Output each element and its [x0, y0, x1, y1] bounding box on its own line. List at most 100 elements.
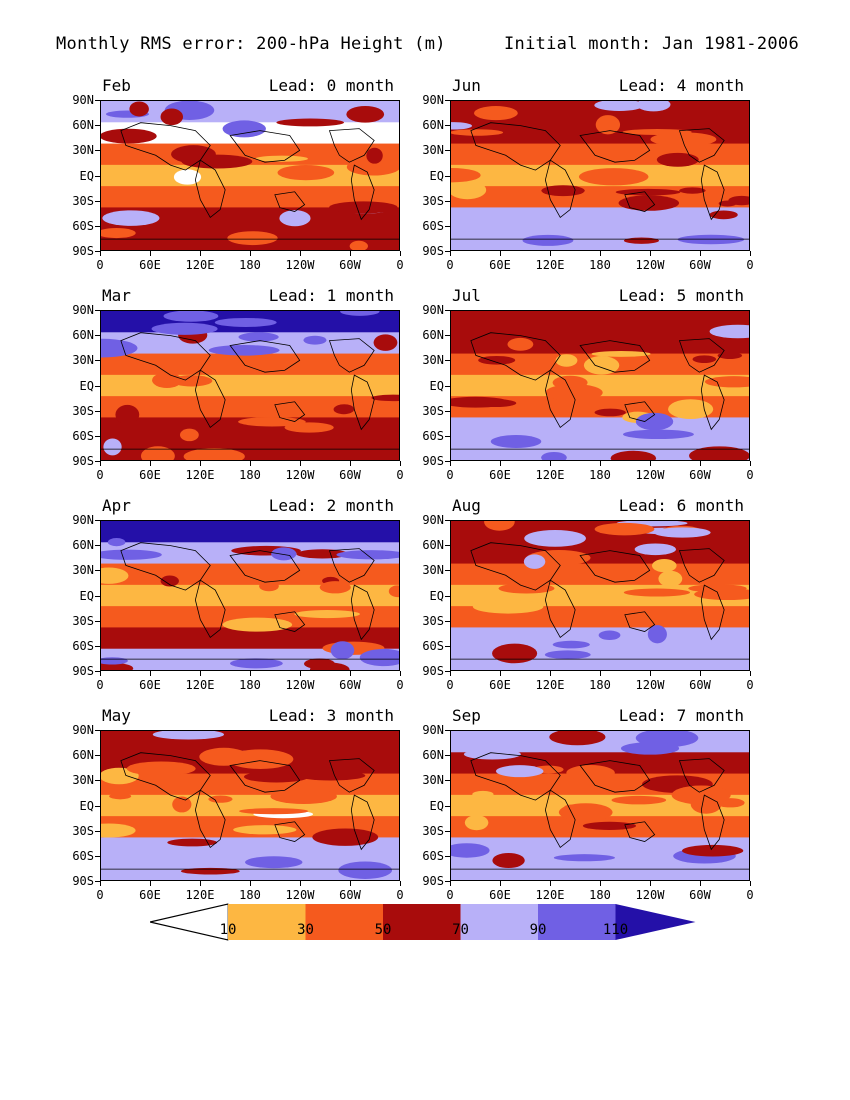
error-patch — [704, 376, 749, 388]
lon-tick — [400, 251, 401, 256]
error-patch — [312, 828, 379, 846]
error-patch — [653, 527, 711, 538]
coastline — [700, 374, 725, 431]
lat-tick — [95, 100, 100, 101]
lon-tick — [150, 881, 151, 886]
error-patch — [349, 240, 368, 250]
error-patch — [338, 861, 393, 879]
error-patch — [101, 567, 129, 584]
error-patch — [284, 422, 334, 433]
coastline — [700, 584, 725, 641]
coastline — [350, 164, 375, 221]
lat-tick-label: 90N — [422, 723, 444, 737]
lat-tick — [445, 410, 450, 412]
rms-error-map — [450, 730, 750, 881]
colorbar-label: 10 — [219, 922, 237, 938]
lat-tick-label: EQ — [79, 168, 94, 183]
error-patch — [101, 767, 139, 785]
rms-error-map — [450, 310, 750, 461]
lat-tick — [445, 755, 450, 757]
error-patch — [598, 630, 621, 640]
panel-lead-label: Lead: 4 month — [618, 76, 744, 95]
coastline — [229, 760, 301, 793]
error-patch — [451, 168, 481, 183]
error-band — [101, 417, 399, 440]
lat-tick-label: 30S — [422, 193, 444, 208]
lon-tick-label: 0 — [396, 258, 404, 272]
coastline — [579, 550, 651, 583]
lat-tick — [445, 100, 450, 101]
lat-tick — [95, 251, 100, 252]
lat-tick — [445, 830, 450, 832]
error-patch — [346, 105, 385, 123]
lon-tick — [300, 461, 301, 466]
lon-tick-label: 60E — [489, 258, 511, 272]
error-patch — [692, 355, 717, 364]
lat-tick-label: 60N — [422, 328, 444, 343]
error-patch — [709, 324, 749, 339]
figure-title: Monthly RMS error: 200-hPa Height (m) — [56, 34, 446, 54]
lat-tick — [445, 385, 450, 387]
panel-month-label: Feb — [102, 76, 131, 95]
map-panel-jul: Jul Lead: 5 month 90N 60N 30N EQ 30S 60S 90S 0 60E… — [422, 286, 753, 482]
lon-tick — [300, 881, 301, 886]
rms-error-map — [100, 520, 400, 671]
lat-tick — [95, 150, 100, 152]
error-band — [101, 627, 399, 650]
error-patch — [552, 640, 590, 649]
error-patch — [160, 575, 179, 587]
lon-tick-label: 0 — [396, 468, 404, 482]
panel-lead-label: Lead: 5 month — [618, 286, 744, 305]
error-patch — [610, 450, 657, 460]
error-patch — [238, 417, 306, 427]
error-band — [101, 207, 399, 230]
lat-tick — [445, 805, 450, 807]
coastline — [678, 128, 725, 163]
error-patch — [472, 790, 494, 798]
lat-tick-label: 30N — [72, 563, 94, 578]
error-band — [101, 563, 399, 586]
error-band — [101, 374, 399, 397]
error-patch — [623, 588, 691, 597]
lon-tick — [700, 461, 701, 466]
error-patch — [549, 731, 606, 746]
lat-tick — [95, 200, 100, 202]
lat-tick — [445, 881, 450, 882]
lat-tick — [95, 570, 100, 572]
lat-tick — [95, 335, 100, 337]
lat-tick — [95, 671, 100, 672]
error-patch — [498, 583, 555, 594]
lat-tick — [95, 855, 100, 857]
error-patch — [578, 168, 649, 186]
lat-tick-label: 60S — [422, 218, 444, 233]
lat-tick-label: 90S — [72, 664, 94, 678]
panel-month-label: Sep — [452, 706, 481, 725]
coastline — [350, 374, 375, 431]
initial-month-label: Initial month: Jan 1981-2006 — [504, 34, 799, 54]
lon-tick — [750, 671, 751, 676]
lat-tick — [445, 545, 450, 547]
error-patch — [334, 404, 354, 413]
error-patch — [594, 101, 645, 111]
lon-tick — [500, 251, 501, 256]
coastline — [274, 191, 306, 212]
lon-tick — [100, 461, 101, 466]
error-patch — [222, 120, 266, 138]
lon-tick-label: 60E — [489, 678, 511, 692]
error-patch — [541, 451, 567, 460]
error-patch — [545, 384, 603, 402]
lat-tick — [95, 310, 100, 311]
coastline — [120, 752, 211, 801]
lon-tick-label: 0 — [746, 258, 754, 272]
error-patch — [101, 549, 162, 560]
error-patch — [656, 152, 699, 167]
error-patch — [373, 334, 398, 351]
coastline — [194, 369, 226, 429]
lat-tick-label: 90S — [72, 874, 94, 888]
error-band — [451, 563, 749, 586]
error-patch — [623, 237, 660, 244]
error-patch — [233, 825, 297, 835]
error-patch — [101, 662, 134, 670]
lon-tick — [550, 671, 551, 676]
lon-tick-label: 180 — [239, 678, 261, 692]
